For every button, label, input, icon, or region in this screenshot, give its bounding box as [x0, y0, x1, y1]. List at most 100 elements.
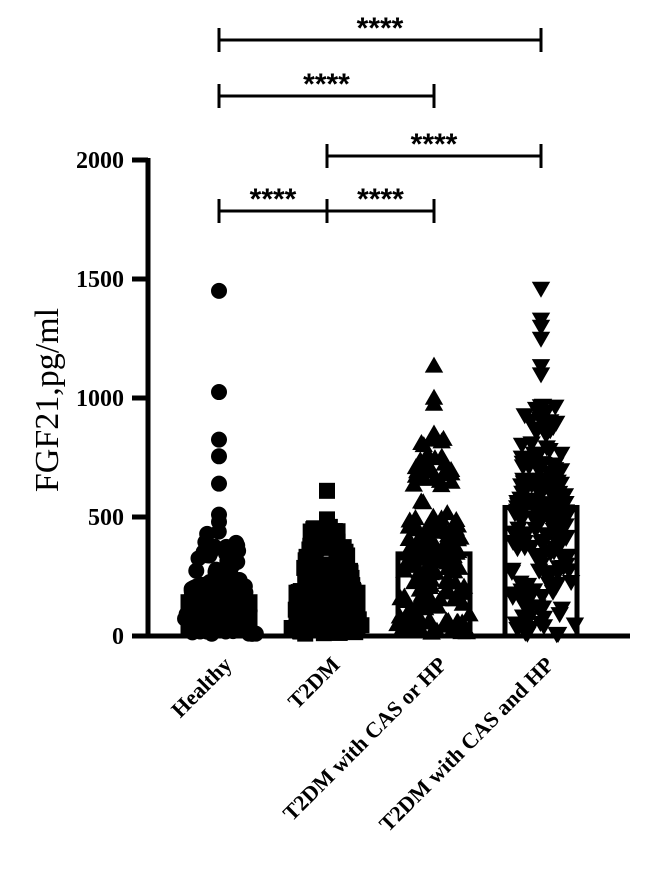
data-point	[505, 506, 525, 523]
data-point	[424, 356, 444, 373]
point-cloud	[502, 281, 585, 644]
significance-bracket: ****	[217, 68, 436, 108]
data-point	[333, 599, 350, 616]
significance-label: ****	[250, 183, 297, 216]
data-point	[296, 559, 313, 576]
data-point	[541, 414, 560, 431]
data-point	[305, 521, 322, 538]
data-point	[512, 526, 532, 543]
significance-label: ****	[303, 68, 350, 101]
data-point	[199, 525, 216, 542]
y-tick-label: 500	[88, 505, 124, 531]
data-point	[538, 478, 558, 495]
data-point	[296, 593, 313, 610]
data-point	[503, 589, 522, 606]
data-point	[551, 476, 571, 493]
data-point	[202, 580, 219, 597]
data-point	[529, 447, 548, 464]
data-point	[411, 451, 430, 468]
data-point	[437, 571, 457, 588]
data-point	[559, 548, 578, 565]
data-point	[188, 562, 205, 579]
data-point	[414, 493, 433, 510]
data-points	[177, 281, 585, 644]
data-point	[320, 533, 337, 550]
data-point	[541, 545, 560, 562]
data-point	[521, 600, 541, 617]
data-point	[436, 535, 456, 552]
data-point	[412, 434, 431, 451]
data-point	[513, 609, 533, 626]
data-point	[532, 535, 551, 552]
data-point	[410, 562, 429, 579]
data-point	[522, 539, 541, 556]
significance-bracket: ****	[217, 12, 543, 52]
data-point	[531, 399, 551, 416]
significance-brackets: **************** ****	[217, 12, 543, 223]
data-point	[441, 551, 461, 568]
data-point	[546, 512, 566, 529]
data-point	[531, 319, 551, 336]
data-point	[415, 583, 435, 600]
data-point	[211, 475, 227, 492]
data-point	[530, 463, 549, 480]
data-point	[421, 460, 441, 477]
data-point	[400, 600, 419, 617]
data-point	[319, 482, 335, 499]
data-point	[211, 513, 227, 530]
data-point	[335, 568, 352, 585]
data-point	[400, 511, 419, 528]
data-point	[434, 429, 453, 446]
y-tick-label: 0	[112, 624, 124, 650]
data-point	[447, 613, 467, 630]
data-point	[396, 610, 416, 627]
data-point	[424, 394, 444, 411]
data-point	[416, 521, 436, 538]
data-point	[533, 589, 552, 606]
data-point	[225, 546, 242, 563]
data-point	[503, 562, 522, 579]
data-point	[534, 619, 554, 636]
data-point	[208, 561, 225, 578]
data-point	[551, 446, 571, 463]
data-point	[211, 282, 227, 299]
data-point	[291, 606, 308, 623]
data-point	[524, 583, 544, 600]
data-point	[397, 620, 417, 637]
data-point	[421, 612, 440, 629]
data-point	[425, 449, 445, 466]
data-point	[442, 472, 461, 489]
data-point	[508, 494, 527, 511]
data-point	[320, 568, 337, 585]
data-point	[448, 516, 467, 533]
data-point	[518, 474, 537, 491]
significance-bracket: ****	[325, 183, 436, 223]
data-point	[319, 516, 335, 533]
data-point	[441, 460, 461, 477]
data-point	[417, 572, 436, 589]
data-point	[546, 399, 565, 416]
data-point	[531, 331, 551, 348]
data-point	[316, 588, 333, 605]
significance-label: ****	[357, 12, 404, 45]
data-point	[430, 471, 450, 488]
data-point	[513, 535, 533, 552]
data-point	[527, 424, 546, 441]
point-cloud	[177, 282, 264, 642]
data-point	[211, 384, 227, 401]
data-point	[528, 518, 548, 535]
data-point	[302, 537, 319, 554]
data-point	[439, 583, 459, 600]
data-point	[217, 580, 234, 597]
data-point	[406, 466, 426, 483]
significance-bracket: ****	[325, 128, 543, 168]
data-point	[549, 560, 568, 577]
y-tick-label: 2000	[76, 148, 124, 174]
x-tick-label: T2DM	[283, 652, 345, 714]
data-point	[422, 591, 441, 608]
x-tick-label: T2DM with CAS and HP	[374, 652, 558, 836]
y-tick-label: 1000	[76, 386, 124, 412]
data-point	[399, 530, 418, 547]
